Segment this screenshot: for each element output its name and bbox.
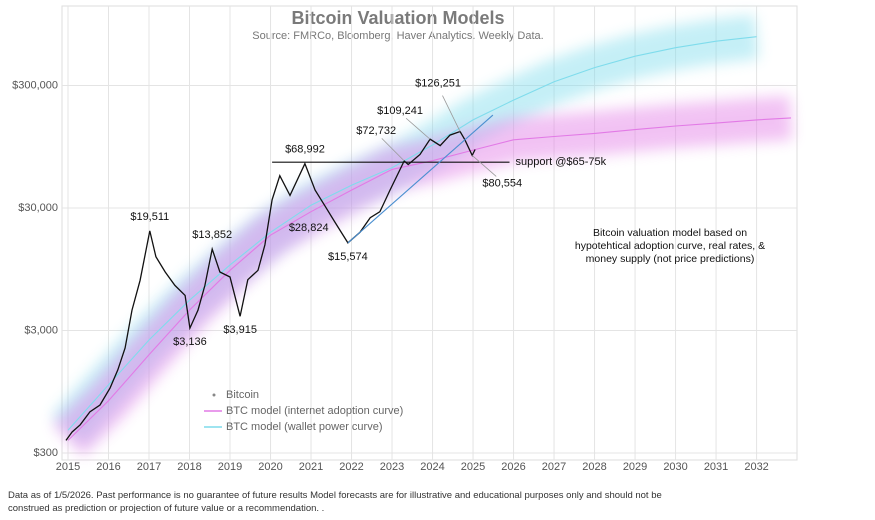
x-tick-label: 2019	[218, 461, 242, 473]
data-label: $68,992	[285, 144, 325, 156]
reference-label: support @$65-75k	[515, 156, 606, 168]
plot-frame	[61, 5, 798, 461]
data-label: $3,136	[173, 336, 207, 348]
x-tick-label: 2022	[339, 461, 363, 473]
x-tick-label: 2029	[623, 461, 647, 473]
data-label: $28,824	[289, 222, 329, 234]
footnote: Data as of 1/5/2026. Past performance is…	[8, 490, 662, 514]
data-label: $13,852	[192, 229, 232, 241]
x-tick-label: 2016	[96, 461, 120, 473]
y-tick-label: $300	[34, 447, 58, 459]
legend-label: BTC model (wallet power curve)	[226, 421, 383, 433]
x-tick-label: 2030	[663, 461, 687, 473]
data-label: $15,574	[328, 251, 368, 263]
legend-marker	[212, 393, 216, 397]
model-band	[52, 95, 793, 457]
data-label: $126,251	[415, 77, 461, 89]
data-label: $3,915	[223, 324, 257, 336]
data-label: $109,241	[377, 105, 423, 117]
x-tick-label: 2024	[420, 461, 444, 473]
chart-title: Bitcoin Valuation Models	[291, 8, 504, 28]
x-tick-label: 2031	[704, 461, 728, 473]
x-tick-label: 2018	[177, 461, 201, 473]
legend-label: Bitcoin	[226, 389, 259, 401]
callout-line	[442, 95, 461, 132]
callout-line	[381, 138, 405, 162]
x-tick-label: 2025	[461, 461, 485, 473]
callout-line	[405, 117, 431, 140]
model-line	[67, 36, 757, 431]
x-tick-label: 2017	[137, 461, 161, 473]
x-tick-label: 2027	[542, 461, 566, 473]
note: Bitcoin valuation model based on hypoteh…	[574, 227, 766, 265]
callout-line	[471, 155, 497, 177]
price-line	[65, 130, 476, 441]
data-label: $72,732	[356, 125, 396, 137]
x-tick-label: 2020	[258, 461, 282, 473]
chart-subtitle: Source: FMRCo, Bloomberg, Haver Analytic…	[252, 30, 543, 42]
y-tick-label: $300,000	[12, 79, 58, 91]
reference-line	[347, 114, 494, 244]
x-tick-label: 2015	[56, 461, 80, 473]
x-tick-label: 2021	[299, 461, 323, 473]
data-label: $80,554	[482, 177, 522, 189]
x-tick-label: 2028	[582, 461, 606, 473]
x-tick-label: 2023	[380, 461, 404, 473]
x-tick-label: 2032	[744, 461, 768, 473]
legend-label: BTC model (internet adoption curve)	[226, 405, 403, 417]
x-tick-label: 2026	[501, 461, 525, 473]
model-line	[67, 117, 792, 441]
y-tick-label: $3,000	[24, 324, 58, 336]
y-tick-label: $30,000	[18, 202, 58, 214]
data-label: $19,511	[130, 211, 169, 223]
